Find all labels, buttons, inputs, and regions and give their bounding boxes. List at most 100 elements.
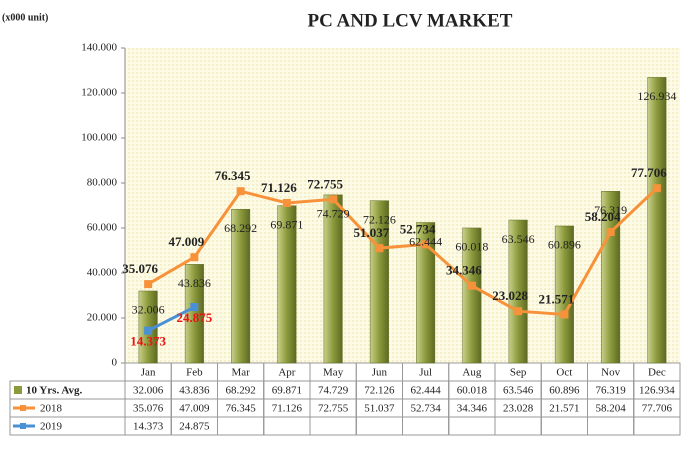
- data-label: 34.346: [446, 263, 482, 278]
- table-value: 47.009: [179, 403, 210, 415]
- bar: [416, 222, 436, 364]
- table-value: 71.126: [272, 403, 303, 415]
- table-cell: [402, 416, 450, 436]
- y-tick-label: 80.000: [87, 177, 118, 189]
- line: [147, 305, 196, 332]
- table-value: 68.292: [226, 385, 256, 397]
- table-value: 21.571: [549, 403, 579, 415]
- x-tick-label: Jun: [372, 367, 388, 379]
- chart-title: PC AND LCV MARKET: [308, 10, 513, 31]
- marker: [190, 253, 199, 262]
- data-label: 72.126: [363, 212, 396, 226]
- data-label: 77.706: [631, 165, 667, 180]
- table-value: 74.729: [318, 385, 349, 397]
- table-cell: [540, 416, 588, 436]
- x-tick-label: May: [323, 367, 344, 379]
- table-cell: [309, 416, 357, 436]
- data-label: 60.896: [548, 238, 581, 252]
- bar: [231, 209, 251, 364]
- marker: [375, 244, 384, 253]
- marker: [236, 187, 245, 196]
- table-cell: [494, 416, 542, 436]
- table-value: 58.204: [596, 403, 627, 415]
- data-label: 63.546: [502, 232, 535, 246]
- table-value: 32.006: [133, 385, 164, 397]
- y-tick-label: 60.000: [87, 222, 118, 234]
- data-label: 71.126: [261, 180, 297, 195]
- table-value: 14.373: [133, 421, 164, 433]
- x-tick-label: Sep: [510, 367, 527, 379]
- y-tick-label: 0: [112, 357, 118, 369]
- marker: [560, 310, 569, 319]
- marker: [144, 280, 153, 289]
- data-label: 23.028: [492, 288, 528, 303]
- data-label: 72.755: [307, 176, 343, 191]
- data-label: 62.444: [409, 234, 442, 248]
- legend-label: 10 Yrs. Avg.: [26, 385, 82, 397]
- marker: [190, 303, 199, 312]
- data-label: 32.006: [132, 303, 165, 317]
- data-label: 68.292: [224, 221, 257, 235]
- marker: [144, 326, 153, 335]
- bar: [184, 264, 204, 364]
- table-cell: [355, 416, 403, 436]
- legend-label: 2019: [40, 421, 63, 433]
- marker: [514, 307, 523, 316]
- data-label: 21.571: [539, 291, 575, 306]
- x-tick-label: Mar: [231, 367, 250, 379]
- data-label: 69.871: [270, 218, 303, 232]
- marker: [652, 184, 661, 193]
- table-value: 35.076: [133, 403, 164, 415]
- data-label: 126.934: [637, 89, 676, 103]
- table-value: 62.444: [411, 385, 442, 397]
- table-value: 76.319: [596, 385, 627, 397]
- data-label: 35.076: [122, 261, 158, 276]
- line: [147, 187, 658, 317]
- plot-background: [125, 48, 680, 363]
- table-value: 23.028: [503, 403, 534, 415]
- data-label: 43.836: [178, 276, 211, 290]
- table-value: 51.037: [364, 403, 395, 415]
- table-cell: [448, 416, 496, 436]
- table-value: 63.546: [503, 385, 534, 397]
- data-label: 58.204: [585, 209, 621, 224]
- bar: [462, 227, 482, 364]
- table-value: 126.934: [639, 385, 675, 397]
- table-cell: [217, 416, 265, 436]
- data-label: 51.037: [354, 225, 390, 240]
- bar: [601, 191, 621, 364]
- x-tick-label: Feb: [186, 367, 203, 379]
- legend-label: 2018: [40, 403, 63, 415]
- x-tick-label: Aug: [462, 367, 481, 379]
- table-value: 24.875: [179, 421, 210, 433]
- y-tick-label: 20.000: [87, 312, 118, 324]
- x-tick-label: Jan: [141, 367, 156, 379]
- data-label: 47.009: [169, 234, 205, 249]
- table-cell: [587, 416, 635, 436]
- data-label: 52.734: [400, 221, 436, 236]
- data-label: 60.018: [455, 240, 488, 254]
- table-value: 76.345: [226, 403, 257, 415]
- marker: [421, 240, 430, 249]
- table-value: 77.706: [642, 403, 673, 415]
- legend-swatch: [20, 423, 26, 429]
- table-value: 52.734: [411, 403, 442, 415]
- bar: [323, 194, 343, 364]
- bar: [508, 219, 528, 364]
- legend-swatch: [20, 405, 26, 411]
- y-tick-label: 100.000: [81, 132, 117, 144]
- table-cell: [633, 416, 681, 436]
- data-label: 74.729: [317, 207, 350, 221]
- x-tick-label: Oct: [556, 367, 572, 379]
- x-tick-label: Nov: [601, 367, 620, 379]
- marker: [282, 198, 291, 207]
- data-label: 24.875: [177, 310, 213, 325]
- x-tick-label: Apr: [278, 367, 295, 379]
- data-label: 76.345: [215, 168, 251, 183]
- table-value: 43.836: [179, 385, 210, 397]
- table-cell: [263, 416, 311, 436]
- bar: [554, 225, 574, 364]
- legend-swatch: [14, 386, 22, 394]
- data-label: 14.373: [130, 334, 166, 349]
- x-tick-label: Dec: [648, 367, 666, 379]
